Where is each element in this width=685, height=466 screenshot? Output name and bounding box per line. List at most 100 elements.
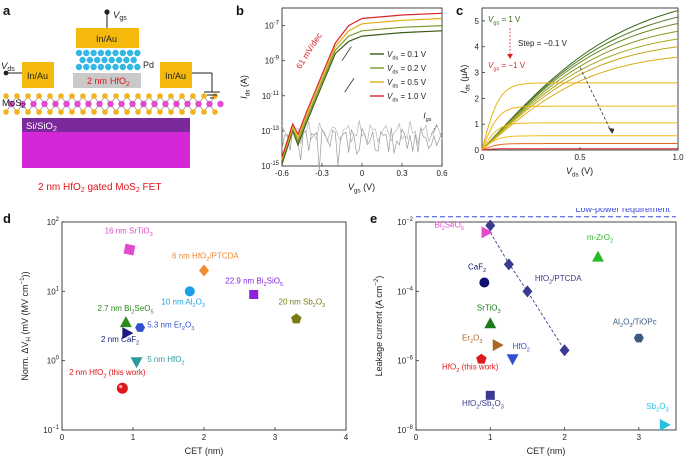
step-label: Step = −0.1 V	[518, 39, 568, 48]
data-point	[123, 243, 136, 256]
data-point	[506, 354, 519, 366]
y-tick-label: 0	[475, 146, 480, 155]
y-axis-label: Leakage current (A cm−2)	[373, 276, 384, 377]
y-tick-label: 5	[475, 17, 480, 26]
panel-label-c: c	[456, 3, 464, 18]
substrate-label: Si/SiO2	[26, 121, 57, 133]
vgs-label: Vgs	[113, 10, 127, 22]
point-label: 10 nm Al2O3	[161, 297, 205, 309]
point-label: Al2O3/TiOPc	[613, 318, 657, 330]
device-caption: 2 nm HfO2 gated MoS2 FET	[38, 182, 161, 194]
y-tick-label: 4	[475, 43, 480, 52]
ids-output-line	[481, 105, 678, 151]
data-point	[522, 285, 533, 298]
panel-label-d: d	[3, 211, 11, 226]
channel-label: MoS2	[2, 98, 26, 110]
data-point	[291, 313, 302, 324]
ids-output-line	[481, 122, 678, 151]
point-label: Sb2O3	[646, 402, 668, 414]
point-label: HfO2/Sb2O3	[462, 399, 504, 411]
data-point	[481, 226, 493, 239]
data-point	[485, 390, 495, 400]
vgs-top-label: Vgs = 1 V	[488, 15, 521, 27]
data-point	[659, 418, 671, 431]
gate-contact	[76, 28, 139, 48]
x-tick-label: 2	[202, 433, 207, 442]
y-axis-label: Ids (μA)	[459, 65, 472, 94]
legend-entry: Vds = 0.2 V	[387, 64, 427, 76]
y-tick-label: 10−6	[397, 356, 413, 366]
y-tick-label: 2	[475, 94, 480, 103]
data-point	[479, 277, 490, 288]
x-tick-label: 2	[562, 433, 567, 442]
data-point	[503, 258, 514, 271]
ids-series-line	[281, 12, 443, 158]
data-point	[633, 333, 644, 343]
requirement-label: Low-power requirement	[575, 208, 670, 214]
data-point	[559, 344, 570, 357]
x-tick-label: 0	[414, 433, 419, 442]
sweep-arrow	[344, 78, 355, 93]
y-tick-label: 101	[47, 286, 60, 296]
dielectric-layer	[73, 73, 141, 88]
igs-curve	[281, 127, 443, 171]
y-tick-label: 10-13	[261, 126, 279, 136]
point-label: Bi2SeO5	[435, 220, 464, 232]
substrate-purple	[22, 118, 190, 132]
gate-label: In/Au	[96, 34, 117, 44]
point-label: 5 nm HfO2	[147, 355, 184, 367]
source-label: In/Au	[27, 71, 48, 81]
point-label: 2 nm CaF2	[101, 335, 139, 347]
point-label: 2 nm HfO2 (this work)	[69, 368, 146, 380]
y-tick-label: 10-9	[265, 56, 280, 66]
legend-entry: Vds = 0.1 V	[387, 50, 427, 62]
x-tick-label: 0.3	[396, 169, 408, 178]
ids-output-line	[481, 56, 679, 151]
plot-frame	[415, 221, 677, 431]
legend-entry: Vds = 0.5 V	[387, 78, 427, 90]
y-tick-label: 102	[47, 217, 60, 227]
point-label: 5.3 nm Er2O3	[147, 321, 194, 333]
y-tick-label: 100	[47, 356, 60, 366]
point-label: HfO2/PTCDA	[535, 274, 582, 286]
panel-label-b: b	[236, 3, 244, 18]
point-label: 2.7 nm Bi2SeO5	[98, 304, 154, 316]
data-point	[592, 250, 604, 262]
ids-series-line	[281, 25, 443, 161]
pd-label: Pd	[143, 60, 154, 70]
x-axis-label: CET (nm)	[527, 446, 566, 456]
ids-output-line	[481, 46, 679, 151]
vds-label: Vds	[1, 61, 15, 73]
data-point	[122, 327, 134, 340]
hysteresis-benchmark-chart: 0 1 2 3 4 10−1 100 101 102 16 nm SrTiO3 6 nm HfO2/…	[19, 217, 349, 456]
source-contact	[22, 62, 54, 88]
vgs-bottom-label: Vgs = −1 V	[488, 61, 526, 73]
x-tick-label: 4	[344, 433, 349, 442]
mos2-lattice	[3, 93, 224, 115]
igs-curve	[281, 120, 443, 145]
point-label: CaF2	[468, 263, 486, 275]
data-point	[484, 317, 497, 329]
data-point	[199, 264, 209, 277]
data-point	[119, 316, 132, 328]
sweep-arrow	[341, 46, 352, 61]
ids-output-line	[481, 23, 679, 151]
x-tick-label: -0.6	[275, 169, 289, 178]
point-label: 6 nm HfO2/PTCDA	[172, 251, 239, 263]
substrate-magenta	[22, 130, 190, 168]
point-label: Er2O3	[462, 334, 482, 346]
ids-series-line	[281, 17, 443, 160]
y-axis-label: Norm. ΔVH (mV (MV cm−1))	[19, 271, 33, 380]
data-point	[476, 353, 487, 364]
device-schematic: Si/SiO2 In/Au In/Au 2 nm HfO2 Pd In/Au Vg…	[1, 9, 224, 194]
y-tick-label: 10−1	[43, 425, 59, 435]
ids-output-line	[481, 82, 678, 151]
point-label: m-ZrO2	[587, 233, 613, 245]
point-label: 22.9 nm Bi2SiO5	[225, 276, 283, 288]
data-point	[130, 357, 143, 369]
y-tick-label: 10−8	[397, 425, 413, 435]
point-label: 16 nm SrTiO3	[105, 227, 153, 239]
point-label: SrTiO3	[477, 303, 501, 315]
data-point	[492, 339, 504, 352]
x-tick-label: 0	[60, 433, 65, 442]
